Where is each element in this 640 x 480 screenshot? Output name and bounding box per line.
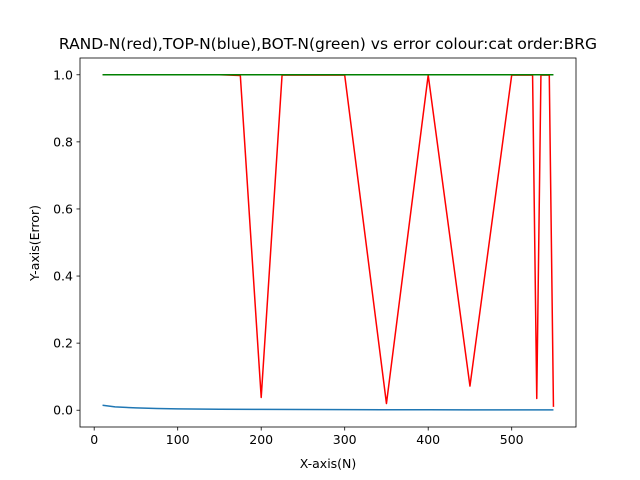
x-axis-label: X-axis(N) xyxy=(300,456,357,471)
y-tick-label: 0.2 xyxy=(53,336,73,351)
plot-area xyxy=(102,74,555,411)
x-tick-label: 200 xyxy=(249,432,273,447)
y-tick-label: 1.0 xyxy=(53,67,73,82)
x-tick-label: 100 xyxy=(166,432,190,447)
plot-frame xyxy=(79,57,577,428)
y-tick-label: 0.8 xyxy=(53,134,73,149)
x-tick-label: 300 xyxy=(333,432,357,447)
y-tick-label: 0.4 xyxy=(53,269,73,284)
ticks: 0 100 200 300 400 500 0.0 0.2 0.4 0.6 0.8 1.0 xyxy=(53,67,524,447)
x-tick-label: 500 xyxy=(500,432,524,447)
series-line-1 xyxy=(102,404,554,411)
chart-title: RAND-N(red),TOP-N(blue),BOT-N(green) vs … xyxy=(59,35,597,53)
x-tick-label: 0 xyxy=(90,432,98,447)
y-tick-label: 0.0 xyxy=(53,403,73,418)
y-axis-label: Y-axis(Error) xyxy=(27,205,42,282)
x-tick-label: 400 xyxy=(416,432,440,447)
y-tick-label: 0.6 xyxy=(53,201,73,216)
